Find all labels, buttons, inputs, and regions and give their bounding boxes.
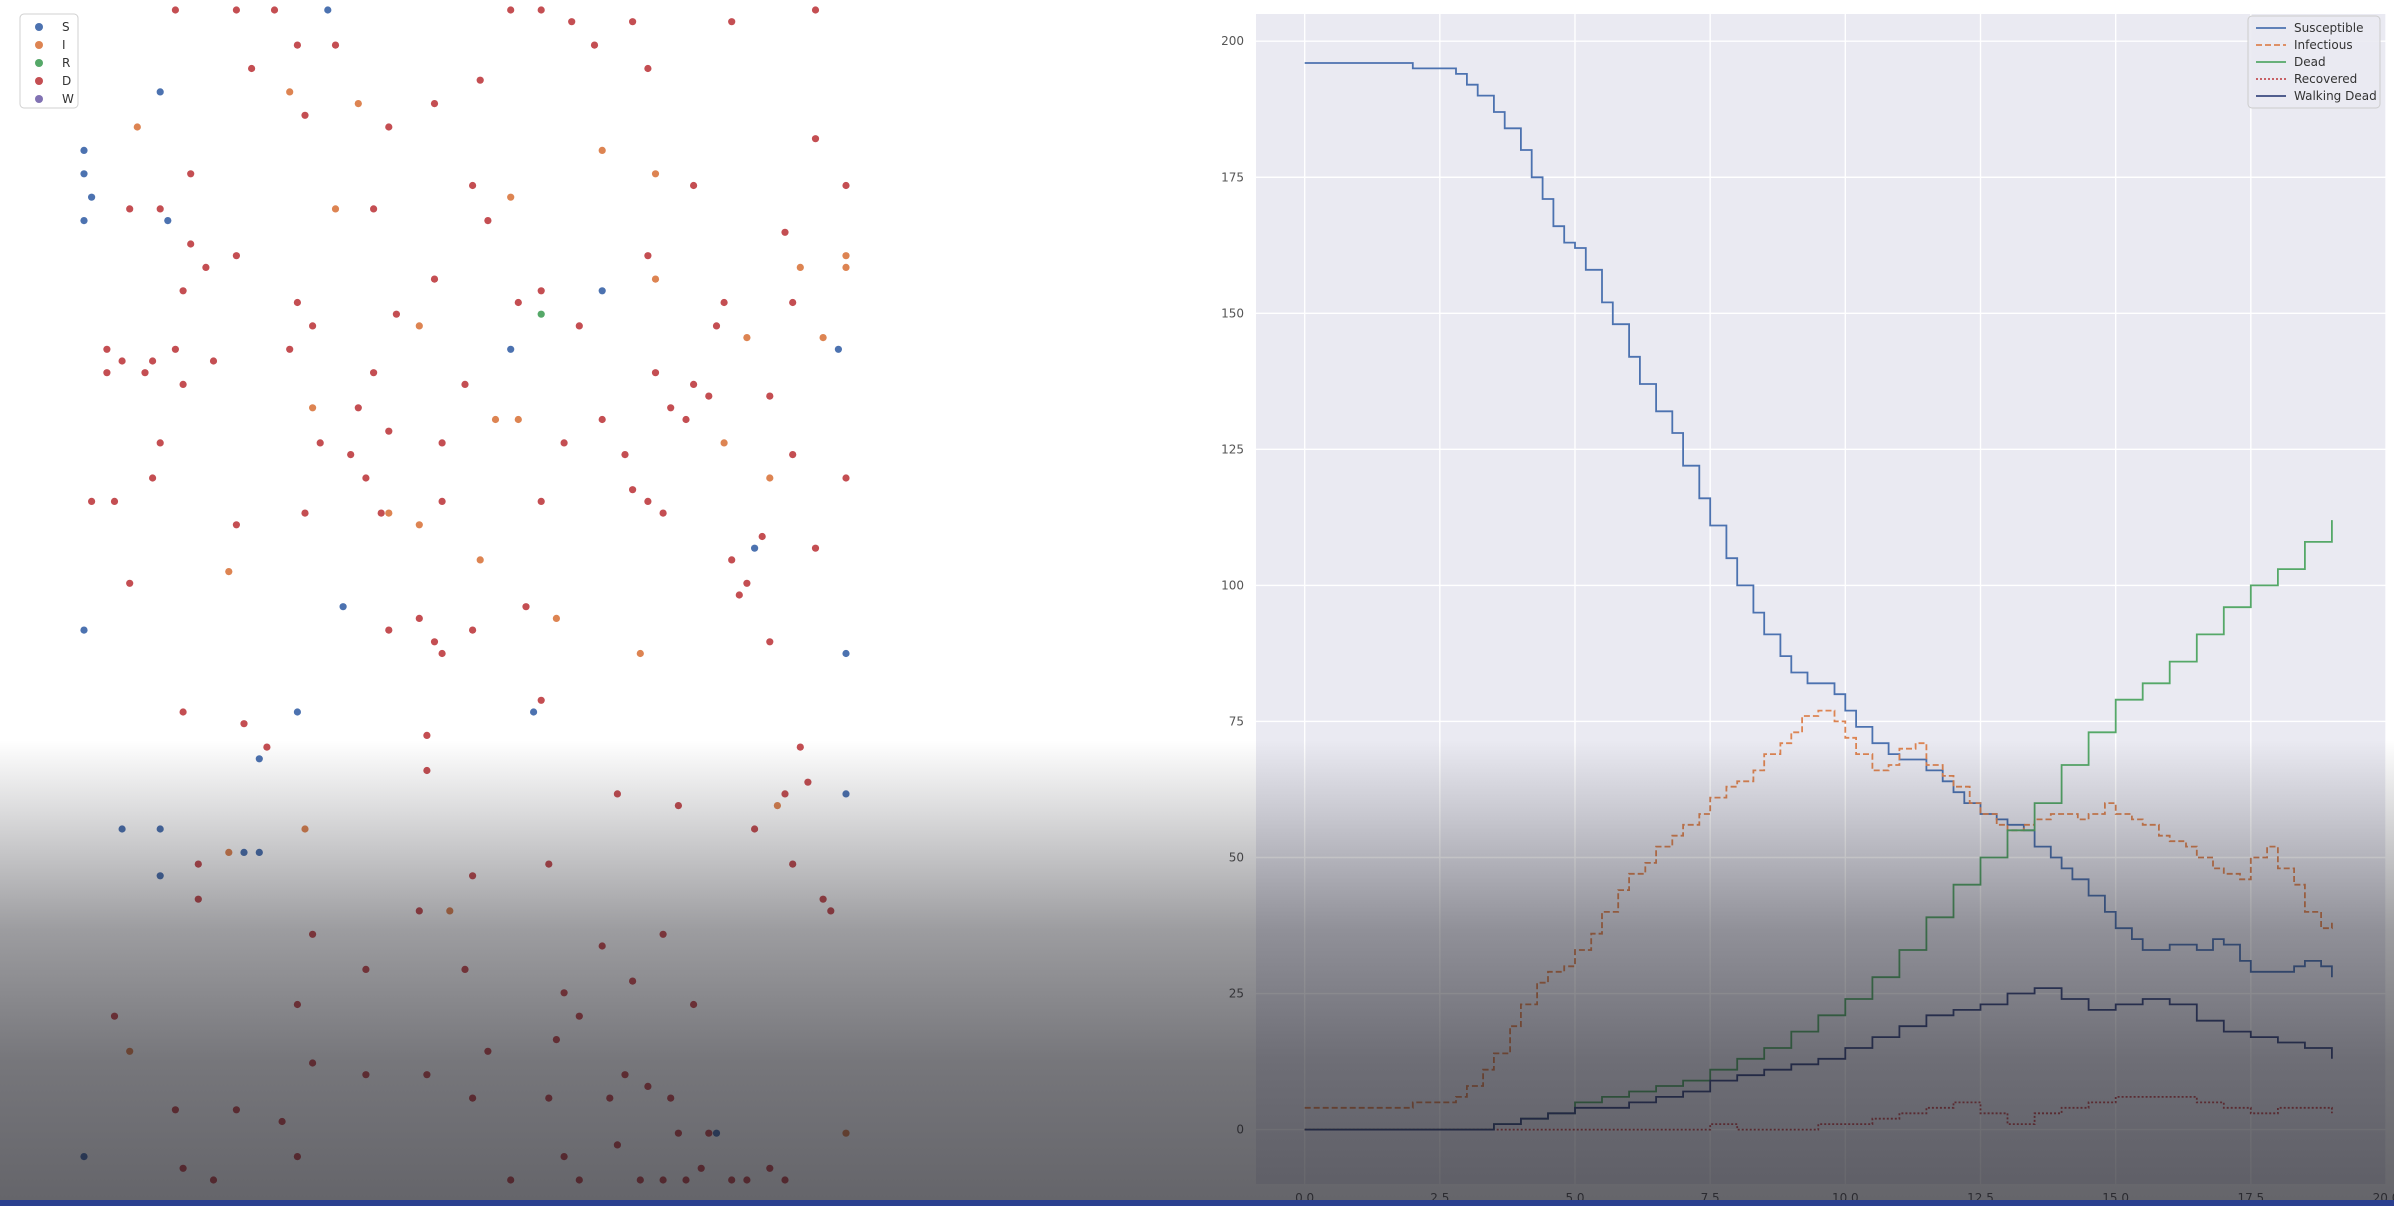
y-tick-label-0: 0: [1236, 1123, 1244, 1137]
legend-label-dead: Dead: [2294, 55, 2326, 69]
y-tick-label-75: 75: [1229, 714, 1244, 728]
y-tick-label-25: 25: [1229, 987, 1244, 1001]
legend-label-infectious: Infectious: [2294, 38, 2353, 52]
y-tick-label-50: 50: [1229, 850, 1244, 864]
y-tick-label-175: 175: [1221, 170, 1244, 184]
bottom-edge-bar: [0, 1200, 2394, 1206]
y-tick-label-150: 150: [1221, 306, 1244, 320]
legend-label-walking-dead: Walking Dead: [2294, 89, 2377, 103]
y-tick-label-200: 200: [1221, 34, 1244, 48]
legend-label-susceptible: Susceptible: [2294, 21, 2363, 35]
y-tick-label-125: 125: [1221, 442, 1244, 456]
plot-background: [1256, 14, 2386, 1184]
y-tick-label-100: 100: [1221, 578, 1244, 592]
legend-label-recovered: Recovered: [2294, 72, 2357, 86]
